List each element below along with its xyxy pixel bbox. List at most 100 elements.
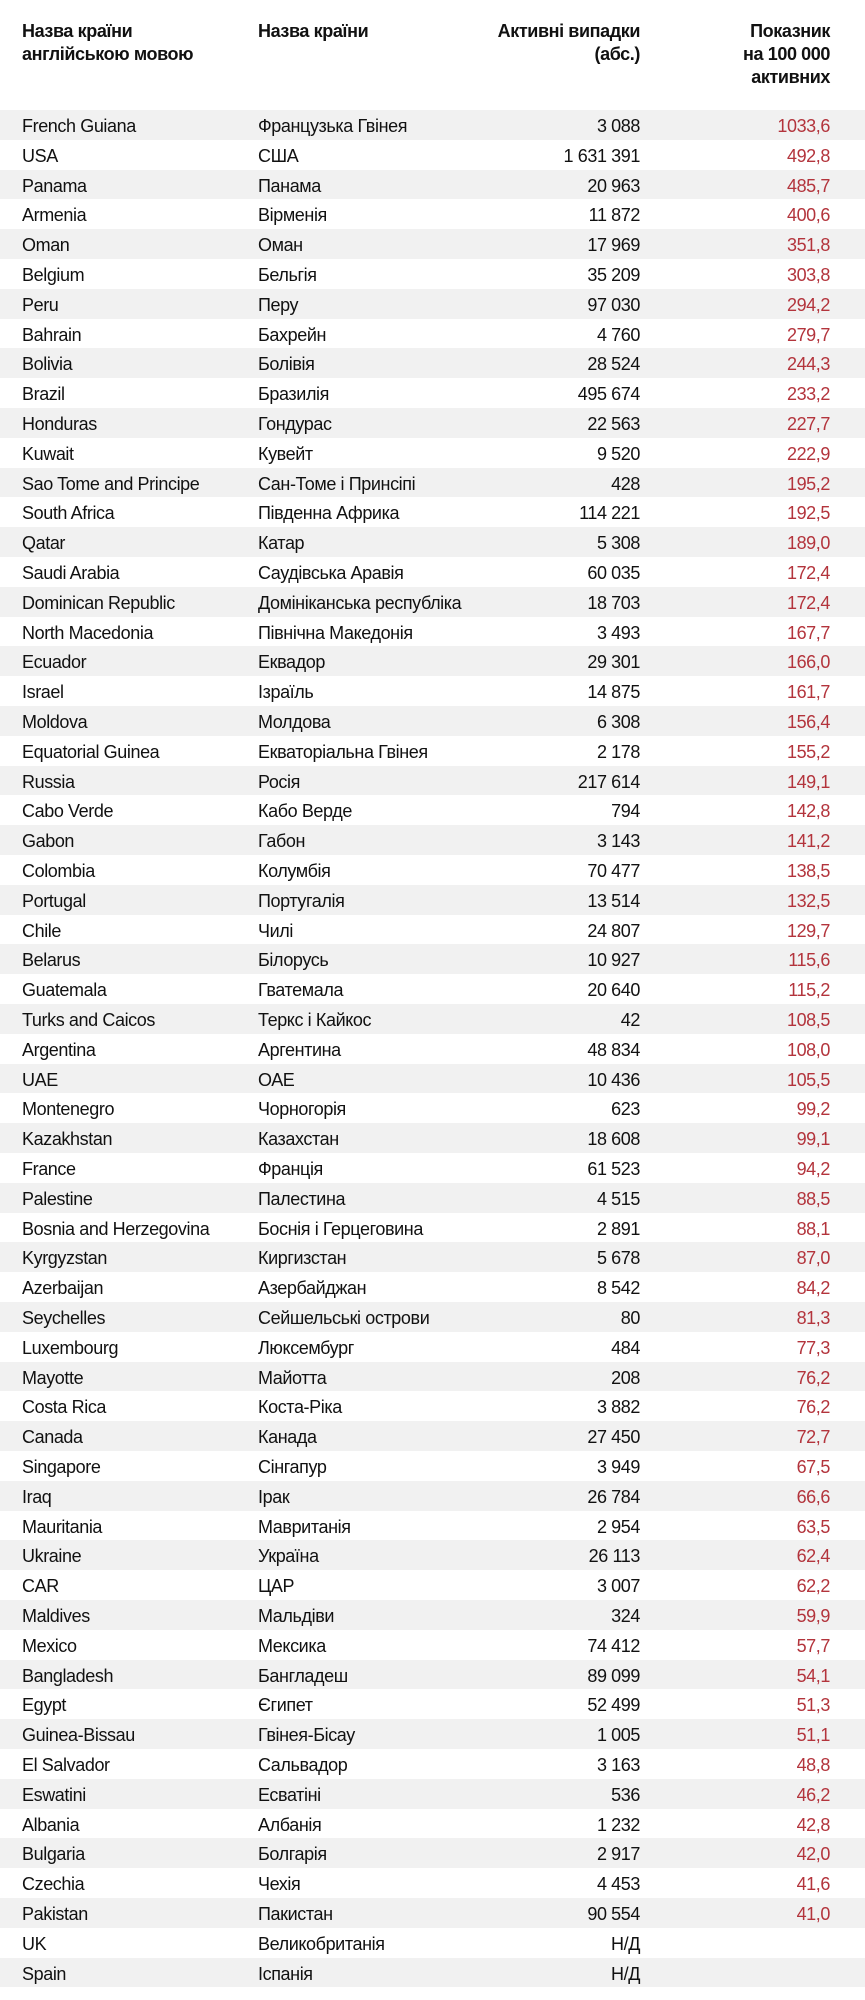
country-en: Honduras (22, 413, 97, 434)
country-en: Eswatini (22, 1784, 86, 1805)
country-en: Guatemala (22, 980, 107, 1001)
country-uk: Бахрейн (258, 324, 327, 345)
country-uk: Пакистан (258, 1903, 333, 1924)
active-cases: 5 678 (596, 1248, 640, 1269)
active-cases: 52 499 (587, 1695, 640, 1716)
rate-per-100k: 167,7 (786, 622, 830, 643)
rate-per-100k: 189,0 (786, 533, 830, 554)
active-cases: 794 (611, 801, 640, 822)
rate-per-100k: 303,8 (786, 264, 830, 285)
country-uk: Люксембург (258, 1337, 354, 1358)
country-uk: Азербайджан (258, 1278, 367, 1299)
rate-per-100k: 67,5 (796, 1456, 831, 1477)
rate-per-100k: 156,4 (786, 711, 830, 732)
row-stripe (0, 1063, 865, 1094)
country-uk: Україна (258, 1546, 319, 1567)
active-cases: 4 453 (596, 1874, 640, 1895)
country-en: Bangladesh (22, 1665, 114, 1686)
rate-per-100k: 161,7 (786, 682, 830, 703)
active-cases: 495 674 (577, 384, 641, 405)
rate-per-100k: 72,7 (796, 1427, 831, 1448)
active-cases: Н/Д (611, 1963, 640, 1984)
active-cases: 3 949 (596, 1456, 640, 1477)
country-en: Peru (22, 294, 59, 315)
country-uk: Португалія (258, 890, 345, 911)
country-uk: Болгарія (258, 1844, 327, 1865)
row-stripe (0, 1778, 865, 1809)
country-en: Canada (22, 1427, 83, 1448)
rate-per-100k: 76,2 (796, 1397, 831, 1418)
row-stripe (0, 348, 865, 379)
active-cases: 10 927 (587, 950, 640, 971)
rate-per-100k: 485,7 (786, 175, 830, 196)
country-en: Dominican Republic (22, 592, 175, 613)
rate-per-100k: 1033,6 (777, 115, 830, 136)
rate-per-100k: 115,6 (788, 950, 830, 971)
country-en: Mexico (22, 1635, 77, 1656)
country-en: Bulgaria (22, 1844, 85, 1865)
country-uk: Гватемала (258, 980, 344, 1001)
active-cases: 3 007 (596, 1576, 640, 1597)
rate-per-100k: 41,6 (796, 1874, 831, 1895)
rate-per-100k: 46,2 (796, 1784, 831, 1805)
rate-per-100k: 51,1 (796, 1725, 831, 1746)
active-cases: 22 563 (587, 413, 640, 434)
country-uk: Екваторіальна Гвінея (258, 741, 428, 762)
country-uk: Панама (258, 175, 321, 196)
active-cases: 60 035 (587, 562, 640, 583)
row-stripe (0, 1898, 865, 1928)
rate-per-100k: 63,5 (796, 1516, 831, 1537)
country-uk: Сейшельські острови (258, 1307, 430, 1328)
country-uk: Коста-Ріка (258, 1397, 342, 1418)
rate-per-100k: 41,0 (796, 1903, 831, 1924)
rate-per-100k: 84,2 (796, 1278, 831, 1299)
rate-per-100k: 59,9 (796, 1605, 831, 1626)
country-en: Belgium (22, 264, 85, 285)
rate-per-100k: 492,8 (786, 145, 830, 166)
rate-per-100k: 81,3 (796, 1307, 831, 1328)
country-en: Ukraine (22, 1546, 82, 1567)
country-uk: Кувейт (258, 443, 313, 464)
rate-per-100k: 129,7 (786, 920, 830, 941)
rate-per-100k: 88,1 (796, 1218, 831, 1239)
country-uk: Гвінея-Бісау (258, 1725, 355, 1746)
active-cases: 623 (611, 1099, 640, 1120)
country-uk: Чилі (258, 920, 293, 941)
rate-per-100k: 115,2 (788, 980, 830, 1001)
country-en: Ecuador (22, 652, 87, 673)
row-stripe (0, 1659, 865, 1690)
country-uk: Бангладеш (258, 1665, 348, 1686)
rate-per-100k: 54,1 (796, 1665, 831, 1686)
row-stripe (0, 1957, 865, 1988)
header-text: Назва країни (258, 21, 369, 41)
row-stripe (0, 467, 865, 498)
rate-per-100k: 99,2 (796, 1099, 831, 1120)
active-cases: 114 221 (579, 503, 640, 524)
country-uk: Киргизстан (258, 1248, 347, 1269)
active-cases: 1 005 (596, 1725, 640, 1746)
country-en: Spain (22, 1963, 67, 1984)
row-stripe (0, 1600, 865, 1630)
active-cases: 20 963 (587, 175, 640, 196)
active-cases: 17 969 (587, 235, 640, 256)
country-en: France (22, 1158, 76, 1179)
rate-per-100k: 142,8 (786, 801, 830, 822)
active-cases: 97 030 (587, 294, 640, 315)
country-uk: Аргентина (258, 1039, 341, 1060)
row-stripe (0, 1004, 865, 1034)
country-en: Albania (22, 1814, 80, 1835)
active-cases: 10 436 (587, 1069, 640, 1090)
rate-per-100k: 227,7 (786, 413, 830, 434)
rate-per-100k: 351,8 (786, 235, 830, 256)
rate-per-100k: 192,5 (786, 503, 830, 524)
country-en: Turks and Caicos (22, 1009, 155, 1030)
country-en: Armenia (22, 205, 87, 226)
active-cases: 4 760 (596, 324, 640, 345)
header-text: Назва країни (22, 21, 133, 41)
active-cases: 27 450 (587, 1427, 640, 1448)
country-uk: Франція (258, 1158, 323, 1179)
country-en: El Salvador (22, 1754, 110, 1775)
country-en: Pakistan (22, 1903, 88, 1924)
country-uk: Канада (258, 1427, 317, 1448)
